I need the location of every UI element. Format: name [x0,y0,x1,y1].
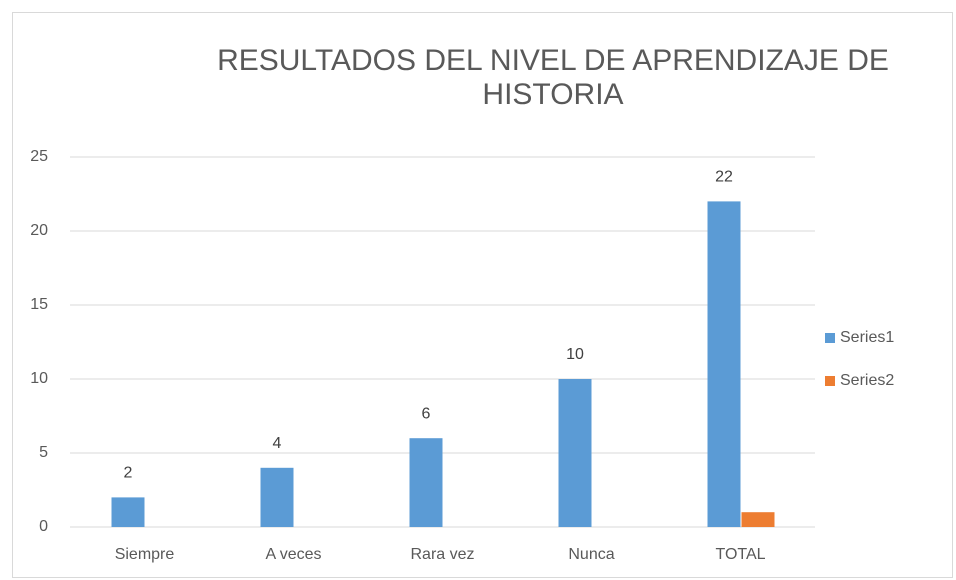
bar [707,201,741,527]
x-tick-label: TOTAL [715,546,765,563]
legend-swatch [825,333,835,343]
y-tick-label: 15 [30,296,48,313]
data-label: 22 [715,169,733,186]
y-tick-label: 10 [30,370,48,387]
data-label: 2 [124,465,133,482]
bar [409,438,443,527]
bar [260,467,294,527]
data-label: 4 [273,435,282,452]
chart-frame [12,12,953,578]
legend-swatch [825,376,835,386]
data-label: 10 [566,346,584,363]
data-label: 6 [422,405,431,422]
bar [558,379,592,527]
x-tick-label: Nunca [568,546,614,563]
chart-title: RESULTADOS DEL NIVEL DE APRENDIZAJE DE H… [217,44,889,111]
legend-label: Series1 [840,329,894,346]
y-tick-label: 0 [39,518,48,535]
bar [111,497,145,527]
x-tick-label: Siempre [115,546,175,563]
y-tick-label: 25 [30,148,48,165]
y-tick-label: 5 [39,444,48,461]
x-tick-label: A veces [265,546,321,563]
bar [741,512,775,527]
legend-label: Series2 [840,372,894,389]
x-tick-label: Rara vez [410,546,474,563]
y-tick-label: 20 [30,222,48,239]
